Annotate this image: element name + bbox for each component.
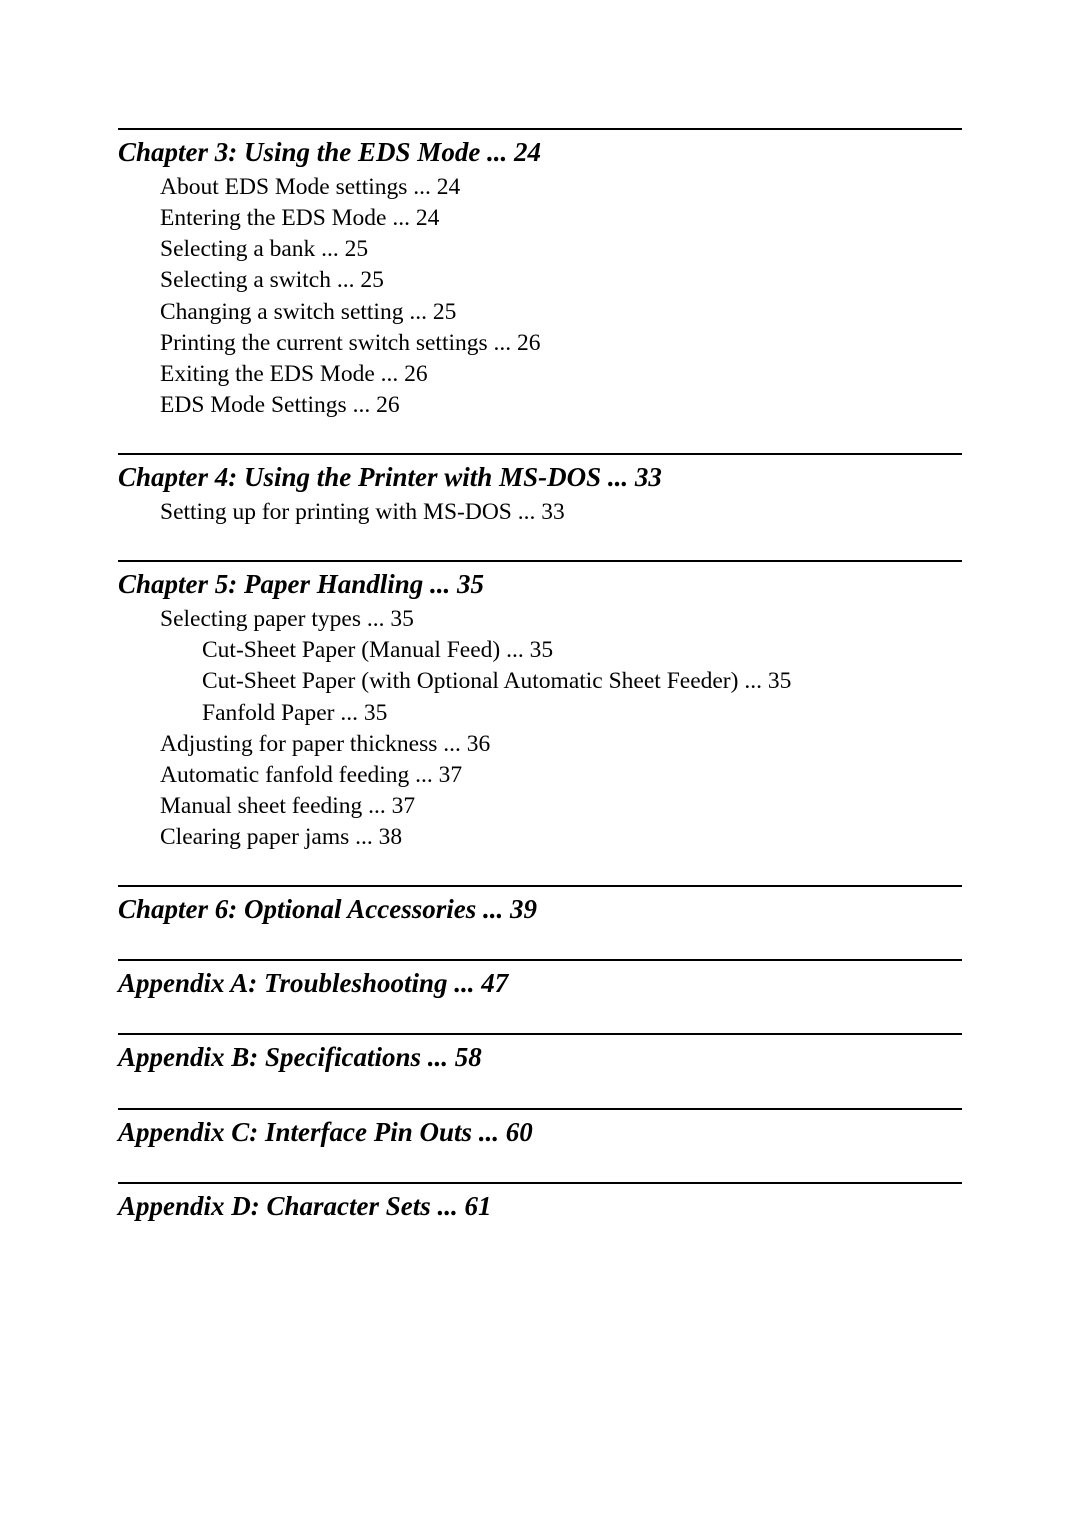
toc-sub-item: Cut-Sheet Paper (Manual Feed) ... 35: [202, 635, 962, 666]
toc-section: Chapter 5: Paper Handling ... 35 Selecti…: [118, 560, 962, 853]
section-rule: [118, 959, 962, 961]
section-rule: [118, 1033, 962, 1035]
toc-item: About EDS Mode settings ... 24: [160, 172, 962, 203]
section-rule: [118, 453, 962, 455]
section-rule: [118, 128, 962, 130]
section-rule: [118, 1182, 962, 1184]
section-rule: [118, 560, 962, 562]
toc-page: Chapter 3: Using the EDS Mode ... 24 Abo…: [0, 0, 1080, 1225]
toc-item: EDS Mode Settings ... 26: [160, 390, 962, 421]
section-rule: [118, 885, 962, 887]
toc-item: Manual sheet feeding ... 37: [160, 791, 962, 822]
chapter-title: Appendix A: Troubleshooting ... 47: [118, 965, 962, 1001]
toc-item: Selecting a switch ... 25: [160, 265, 962, 296]
toc-item: Clearing paper jams ... 38: [160, 822, 962, 853]
toc-sub-item: Fanfold Paper ... 35: [202, 698, 962, 729]
toc-item: Adjusting for paper thickness ... 36: [160, 729, 962, 760]
toc-section: Appendix D: Character Sets ... 61: [118, 1182, 962, 1224]
toc-item: Exiting the EDS Mode ... 26: [160, 359, 962, 390]
section-rule: [118, 1108, 962, 1110]
chapter-title: Chapter 3: Using the EDS Mode ... 24: [118, 134, 962, 170]
toc-section: Appendix C: Interface Pin Outs ... 60: [118, 1108, 962, 1150]
toc-item: Selecting a bank ... 25: [160, 234, 962, 265]
chapter-title: Chapter 6: Optional Accessories ... 39: [118, 891, 962, 927]
chapter-title: Chapter 5: Paper Handling ... 35: [118, 566, 962, 602]
toc-item-list: About EDS Mode settings ... 24 Entering …: [118, 172, 962, 420]
chapter-title: Appendix D: Character Sets ... 61: [118, 1188, 962, 1224]
toc-item: Printing the current switch settings ...…: [160, 328, 962, 359]
toc-sub-item: Cut-Sheet Paper (with Optional Automatic…: [202, 666, 962, 697]
toc-item: Changing a switch setting ... 25: [160, 297, 962, 328]
toc-section: Chapter 4: Using the Printer with MS-DOS…: [118, 453, 962, 528]
toc-item: Automatic fanfold feeding ... 37: [160, 760, 962, 791]
chapter-title: Chapter 4: Using the Printer with MS-DOS…: [118, 459, 962, 495]
chapter-title: Appendix C: Interface Pin Outs ... 60: [118, 1114, 962, 1150]
toc-section: Chapter 6: Optional Accessories ... 39: [118, 885, 962, 927]
toc-item: Setting up for printing with MS-DOS ... …: [160, 497, 962, 528]
toc-section: Appendix A: Troubleshooting ... 47: [118, 959, 962, 1001]
toc-section: Appendix B: Specifications ... 58: [118, 1033, 962, 1075]
toc-item-list: Selecting paper types ... 35 Cut-Sheet P…: [118, 604, 962, 852]
toc-section: Chapter 3: Using the EDS Mode ... 24 Abo…: [118, 128, 962, 421]
toc-item-list: Setting up for printing with MS-DOS ... …: [118, 497, 962, 528]
toc-item: Entering the EDS Mode ... 24: [160, 203, 962, 234]
toc-sub-list: Cut-Sheet Paper (Manual Feed) ... 35 Cut…: [160, 635, 962, 728]
toc-item: Selecting paper types ... 35: [160, 604, 962, 635]
chapter-title: Appendix B: Specifications ... 58: [118, 1039, 962, 1075]
